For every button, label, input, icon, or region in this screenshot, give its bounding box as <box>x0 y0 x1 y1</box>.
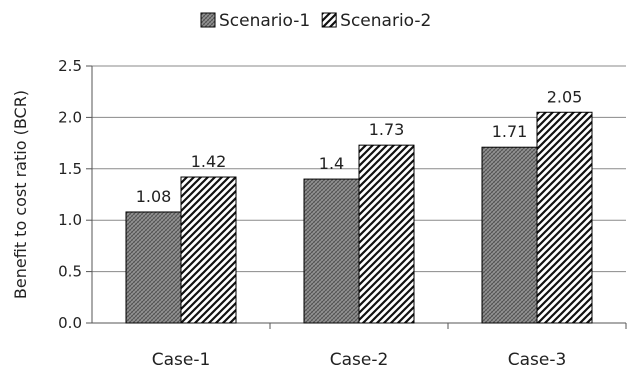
bar-scenario-1-case-2 <box>303 178 360 324</box>
data-label: 1.08 <box>136 187 172 206</box>
x-tick-label: Case-1 <box>152 350 211 370</box>
bar-scenario-1-case-3 <box>481 146 538 324</box>
bar-scenario-1-case-1 <box>125 211 182 324</box>
legend-swatch-scenario-1 <box>200 12 216 28</box>
y-tick-label: 2.0 <box>58 108 82 126</box>
y-tick-label: 1.0 <box>58 211 82 229</box>
legend-label: Scenario-2 <box>340 11 431 31</box>
y-tick-label: 1.5 <box>58 160 82 178</box>
bar-scenario-2-case-3 <box>536 111 593 324</box>
legend: Scenario-1 Scenario-2 <box>200 11 431 31</box>
bars <box>125 111 593 324</box>
y-tick-label: 2.5 <box>58 57 82 75</box>
data-label: 1.42 <box>191 152 227 171</box>
legend-swatch-scenario-2 <box>321 12 337 28</box>
x-tick-label: Case-2 <box>330 350 389 370</box>
data-labels: 1.08 1.42 1.4 1.73 1.71 2.05 <box>136 87 583 206</box>
legend-label: Scenario-1 <box>219 11 310 31</box>
y-axis-label: Benefit to cost ratio (BCR) <box>11 90 30 299</box>
data-label: 2.05 <box>547 87 583 106</box>
bar-scenario-2-case-1 <box>180 176 237 324</box>
data-label: 1.73 <box>369 120 405 139</box>
x-tick-label: Case-3 <box>508 350 567 370</box>
y-tick-label: 0.0 <box>58 314 82 332</box>
y-tick-label: 0.5 <box>58 263 82 281</box>
data-label: 1.71 <box>492 122 528 141</box>
bar-scenario-2-case-2 <box>358 144 415 324</box>
data-label: 1.4 <box>319 154 344 173</box>
